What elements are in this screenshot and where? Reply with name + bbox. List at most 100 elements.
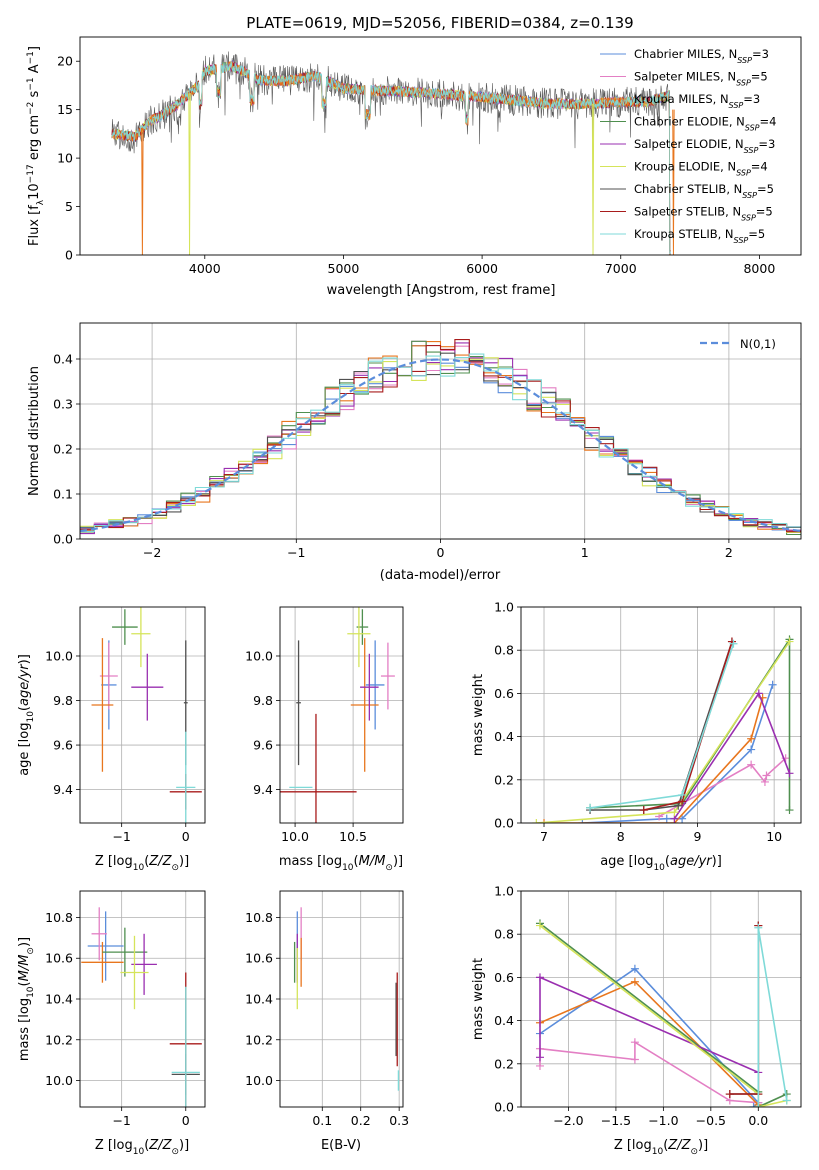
legend-name: Chabrier STELIB, N (634, 182, 742, 196)
y-axis-label: mass weight (471, 958, 486, 1040)
label-part: ( (17, 706, 32, 711)
label-part: ( (17, 981, 32, 986)
y-tick-label: 1.0 (494, 600, 514, 615)
weight-line (539, 967, 760, 1107)
y-tick-label: 9.6 (53, 738, 73, 753)
label-part: age [log (17, 723, 32, 776)
legend-entry: Kroupa ELODIE, NSSP=4 (634, 160, 768, 178)
weight-marker (754, 923, 763, 932)
errorbar-point (91, 907, 107, 961)
weight-marker (535, 1061, 544, 1070)
label-part: mass [log (17, 998, 32, 1061)
y-tick-label: 9.4 (53, 782, 73, 797)
legend-name: Chabrier MILES, N (634, 47, 737, 61)
errorbar-point (347, 607, 371, 668)
axes-frame (79, 36, 802, 256)
weight-marker (747, 734, 756, 743)
x-axis-label: E(B-V) (321, 1138, 361, 1153)
y-tick-label: 9.8 (53, 693, 73, 708)
weight-marker (639, 806, 648, 815)
weight-marker (754, 1103, 763, 1107)
weight-marker (762, 771, 771, 780)
legend-sub: SSP (737, 56, 752, 65)
weight-line (729, 925, 760, 1095)
errorbar-point (131, 653, 164, 721)
grid (521, 606, 801, 824)
weight-marker (586, 803, 595, 812)
label-part: 10 (26, 986, 36, 998)
y-axis-label: age [log10(age/yr)] (17, 654, 36, 776)
label-part: )] (17, 654, 32, 664)
weight-line (536, 641, 791, 823)
plot-area (532, 635, 794, 823)
errorbar-point (365, 640, 385, 730)
x-tick-label: 5000 (328, 261, 360, 276)
errorbar-point (131, 933, 157, 995)
errorbar-point (380, 642, 395, 710)
weight-marker (535, 1053, 544, 1062)
legend-sub: SSP (742, 191, 757, 200)
y-tick-label: 9.4 (253, 782, 273, 797)
y-tick-label: 10.0 (45, 1073, 73, 1088)
x-tick-label: 2 (725, 545, 733, 560)
weight-marker (535, 973, 544, 982)
label-part: 10 (27, 183, 42, 200)
errorbar-point (280, 713, 357, 823)
y-tick-label: 5 (65, 199, 73, 214)
y-tick-label: 0.8 (494, 643, 514, 658)
y-tick-label: 1.0 (494, 884, 514, 899)
axes-frame (279, 890, 404, 1108)
y-tick-label: 10.8 (245, 910, 273, 925)
legend-name: Kroupa ELODIE, N (634, 160, 736, 174)
errorbar-point (296, 640, 301, 766)
weight-marker (630, 1055, 639, 1064)
weight-marker (725, 1090, 734, 1099)
label-part: ⊙ (26, 947, 36, 955)
label-part: 10 (133, 1147, 145, 1157)
label-part: )] (17, 937, 32, 947)
label-part: −2 (26, 102, 36, 115)
spectrum-line (111, 51, 671, 252)
legend-sub: SSP (745, 123, 760, 132)
weight-marker (678, 814, 687, 823)
x-tick-label: 8000 (743, 261, 775, 276)
plot-area (111, 51, 675, 255)
y-tick-label: 0.4 (494, 729, 514, 744)
legend-entry: Salpeter MILES, NSSP=5 (634, 70, 768, 88)
x-axis-label: wavelength [Angstrom, rest frame] (327, 283, 556, 298)
weight-marker (630, 964, 639, 973)
y-tick-label: 9.6 (253, 738, 273, 753)
y-tick-label: 9.8 (253, 693, 273, 708)
x-axis-label: age [log10(age/yr)] (600, 854, 722, 873)
label-part: ( (663, 1138, 668, 1153)
label-part: M/M (359, 854, 386, 869)
x-tick-label: 0.0 (748, 1113, 768, 1128)
legend-entry: Chabrier ELODIE, NSSP=4 (634, 115, 776, 133)
legend-eq: =5 (757, 182, 774, 196)
legend-entry: Salpeter ELODIE, NSSP=3 (634, 137, 775, 155)
weight-marker (749, 1103, 758, 1107)
legend-name: Salpeter MILES, N (634, 70, 736, 84)
grid (80, 891, 205, 1107)
legend-entry: Chabrier MILES, NSSP=3 (634, 47, 769, 65)
y-tick-label: 10.4 (45, 992, 73, 1007)
legend-entry: N(0,1) (740, 337, 776, 351)
x-tick-label: 0 (182, 829, 190, 844)
label-part: Z [log (95, 854, 133, 869)
errorbar-point (171, 986, 200, 1107)
y-tick-label: 10 (57, 151, 73, 166)
label-part: )] (393, 854, 403, 869)
label-part: ( (665, 854, 670, 869)
absorption-line (672, 109, 675, 255)
label-part: Z [log (95, 1138, 133, 1153)
y-tick-label: 0 (65, 248, 73, 263)
label-part: 10 (26, 711, 36, 723)
x-tick-label: 9 (693, 829, 701, 844)
label-part: ⊙ (171, 1147, 179, 1157)
errorbar-point (81, 941, 124, 983)
y-tick-label: 0.6 (494, 686, 514, 701)
legend-name: Salpeter STELIB, N (634, 205, 741, 219)
label-part: )] (179, 1138, 189, 1153)
legend-sub: SSP (741, 213, 756, 222)
